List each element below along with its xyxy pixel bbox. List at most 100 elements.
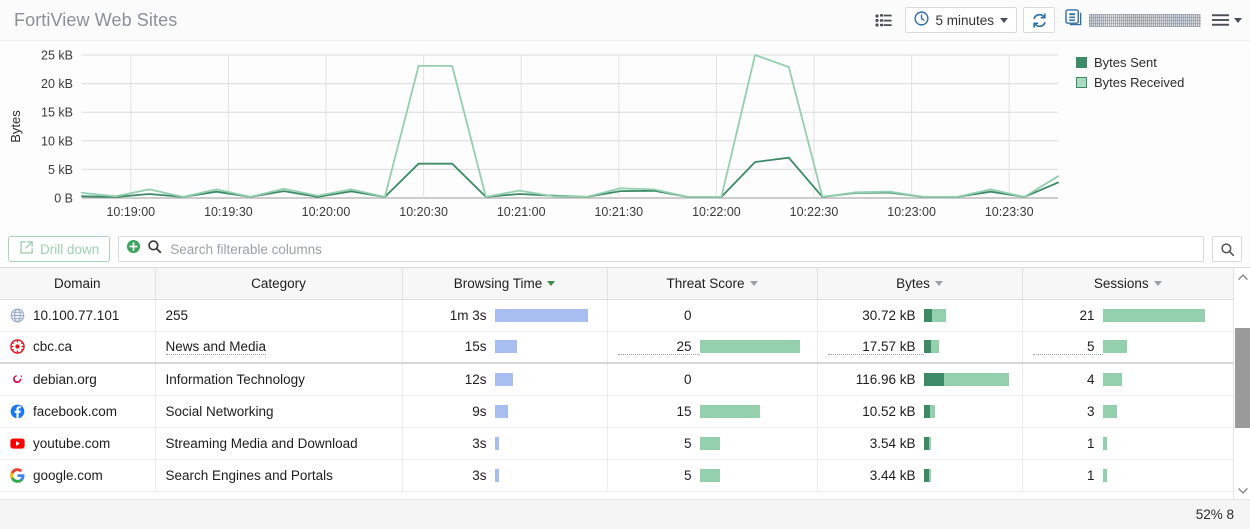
search-icon — [1220, 242, 1234, 256]
domain-label: facebook.com — [33, 403, 118, 419]
svg-text:10 kB: 10 kB — [41, 134, 73, 148]
browsing-time-bar — [494, 468, 499, 482]
sessions-bar — [1102, 340, 1127, 354]
cell-domain: cbc.ca — [0, 331, 156, 364]
traffic-chart[interactable]: 0 B 5 kB 10 kB 15 kB 20 kB 25 kB 10:19:00 10:19… — [0, 41, 1068, 231]
svg-text:10:19:30: 10:19:30 — [204, 205, 253, 219]
cell-category: Social Networking — [155, 395, 403, 428]
drill-down-button[interactable]: Drill down — [8, 236, 111, 262]
cell-browsing-time: 1m 3s — [402, 299, 608, 332]
hamburger-menu-icon — [1211, 14, 1230, 26]
bytes-bar — [923, 468, 931, 482]
svg-text:10:22:00: 10:22:00 — [692, 205, 741, 219]
cell-threat-score: 0 — [607, 299, 818, 332]
cell-bytes: 3.44 kB — [817, 459, 1023, 492]
add-circle-icon[interactable] — [126, 239, 141, 259]
hamburger-menu-button[interactable] — [1211, 13, 1242, 27]
svg-text:10:22:30: 10:22:30 — [790, 205, 839, 219]
sort-desc-icon[interactable] — [934, 280, 943, 286]
cell-bytes: 10.52 kB — [817, 395, 1023, 428]
table-row[interactable]: cbc.ca News and Media 15s 25 17.57 kB — [0, 331, 1233, 364]
cell-browsing-time: 9s — [402, 395, 608, 428]
svg-text:0 B: 0 B — [54, 192, 73, 206]
cell-threat-score: 0 — [607, 363, 818, 396]
cell-category: Search Engines and Portals — [155, 459, 403, 492]
column-label-sessions: Sessions — [1093, 275, 1149, 291]
list-view-icon[interactable] — [868, 7, 899, 33]
debian-icon — [10, 372, 25, 387]
filter-search-box[interactable] — [118, 236, 1204, 262]
bytes-bar — [923, 340, 939, 354]
svg-text:20 kB: 20 kB — [41, 77, 73, 91]
domain-label: cbc.ca — [33, 339, 73, 355]
cell-sessions: 3 — [1022, 395, 1233, 428]
cbc-icon — [10, 339, 25, 354]
scrollbar-thumb[interactable] — [1235, 328, 1250, 428]
sort-desc-icon[interactable] — [547, 280, 556, 286]
browsing-time-value: 1m 3s — [449, 307, 487, 323]
domain-label: google.com — [33, 467, 103, 483]
chevron-down-icon — [1000, 17, 1008, 23]
bytes-bar — [923, 404, 935, 418]
column-header-sessions[interactable]: Sessions — [1022, 268, 1233, 300]
svg-text:Bytes: Bytes — [8, 110, 23, 143]
category-label: Social Networking — [165, 403, 274, 419]
search-input[interactable] — [168, 240, 1196, 258]
column-header-domain[interactable]: Domain — [0, 268, 156, 300]
sessions-bar — [1102, 436, 1107, 450]
device-name-redacted — [1089, 13, 1201, 27]
cell-threat-score: 15 — [607, 395, 818, 428]
column-header-browsing-time[interactable]: Browsing Time — [402, 268, 608, 300]
cell-sessions: 1 — [1022, 459, 1233, 492]
svg-text:10:21:30: 10:21:30 — [594, 205, 643, 219]
sort-desc-icon[interactable] — [749, 280, 758, 286]
threat-score-value: 25 — [617, 339, 700, 355]
legend-item-bytes-sent[interactable]: Bytes Sent — [1076, 53, 1250, 72]
scroll-down-icon[interactable] — [1234, 482, 1250, 499]
sessions-bar — [1102, 308, 1205, 322]
table-row[interactable]: google.com Search Engines and Portals 3s… — [0, 459, 1233, 492]
sessions-value: 3 — [1086, 403, 1095, 419]
domain-label: debian.org — [33, 371, 97, 387]
cell-browsing-time: 3s — [402, 459, 608, 492]
refresh-button[interactable] — [1023, 7, 1055, 33]
threat-score-value: 5 — [683, 435, 692, 451]
browsing-time-value: 12s — [464, 371, 487, 387]
search-submit-button[interactable] — [1212, 236, 1242, 262]
cell-browsing-time: 15s — [402, 331, 608, 364]
device-selector[interactable] — [1065, 8, 1201, 31]
table-row[interactable]: youtube.com Streaming Media and Download… — [0, 427, 1233, 460]
legend-label-bytes-sent: Bytes Sent — [1094, 55, 1157, 70]
chart-legend: Bytes Sent Bytes Received — [1068, 41, 1250, 231]
youtube-icon — [10, 436, 25, 451]
legend-item-bytes-received[interactable]: Bytes Received — [1076, 73, 1250, 92]
sort-desc-icon[interactable] — [1153, 280, 1162, 286]
svg-text:10:21:00: 10:21:00 — [497, 205, 546, 219]
column-header-threat-score[interactable]: Threat Score — [607, 268, 818, 300]
bytes-bar — [923, 308, 946, 322]
browsing-time-bar — [494, 308, 588, 322]
column-header-category[interactable]: Category — [155, 268, 403, 300]
browsing-time-bar — [494, 340, 517, 354]
category-label: Streaming Media and Download — [165, 435, 358, 451]
threat-score-bar — [699, 404, 760, 418]
table-row[interactable]: debian.org Information Technology 12s 0 … — [0, 363, 1233, 396]
scroll-up-icon[interactable] — [1234, 268, 1250, 285]
cell-sessions: 4 — [1022, 363, 1233, 396]
svg-text:25 kB: 25 kB — [41, 49, 73, 63]
table-scrollbar[interactable] — [1233, 268, 1250, 499]
browsing-time-bar — [494, 372, 513, 386]
cell-sessions: 1 — [1022, 427, 1233, 460]
results-table: Domain Category Browsing Time Threat Sco — [0, 268, 1233, 492]
svg-text:10:19:00: 10:19:00 — [106, 205, 155, 219]
table-header: Domain Category Browsing Time Threat Sco — [0, 268, 1233, 300]
table-row[interactable]: 10.100.77.101 255 1m 3s 0 30.72 kB — [0, 299, 1233, 332]
column-label-browsing-time: Browsing Time — [453, 275, 543, 291]
table-row[interactable]: facebook.com Social Networking 9s 15 10.… — [0, 395, 1233, 428]
column-header-bytes[interactable]: Bytes — [817, 268, 1023, 300]
legend-swatch-bytes-sent — [1076, 57, 1087, 68]
time-range-selector[interactable]: 5 minutes — [905, 7, 1017, 33]
sessions-value: 1 — [1086, 467, 1095, 483]
browsing-time-value: 3s — [472, 435, 487, 451]
